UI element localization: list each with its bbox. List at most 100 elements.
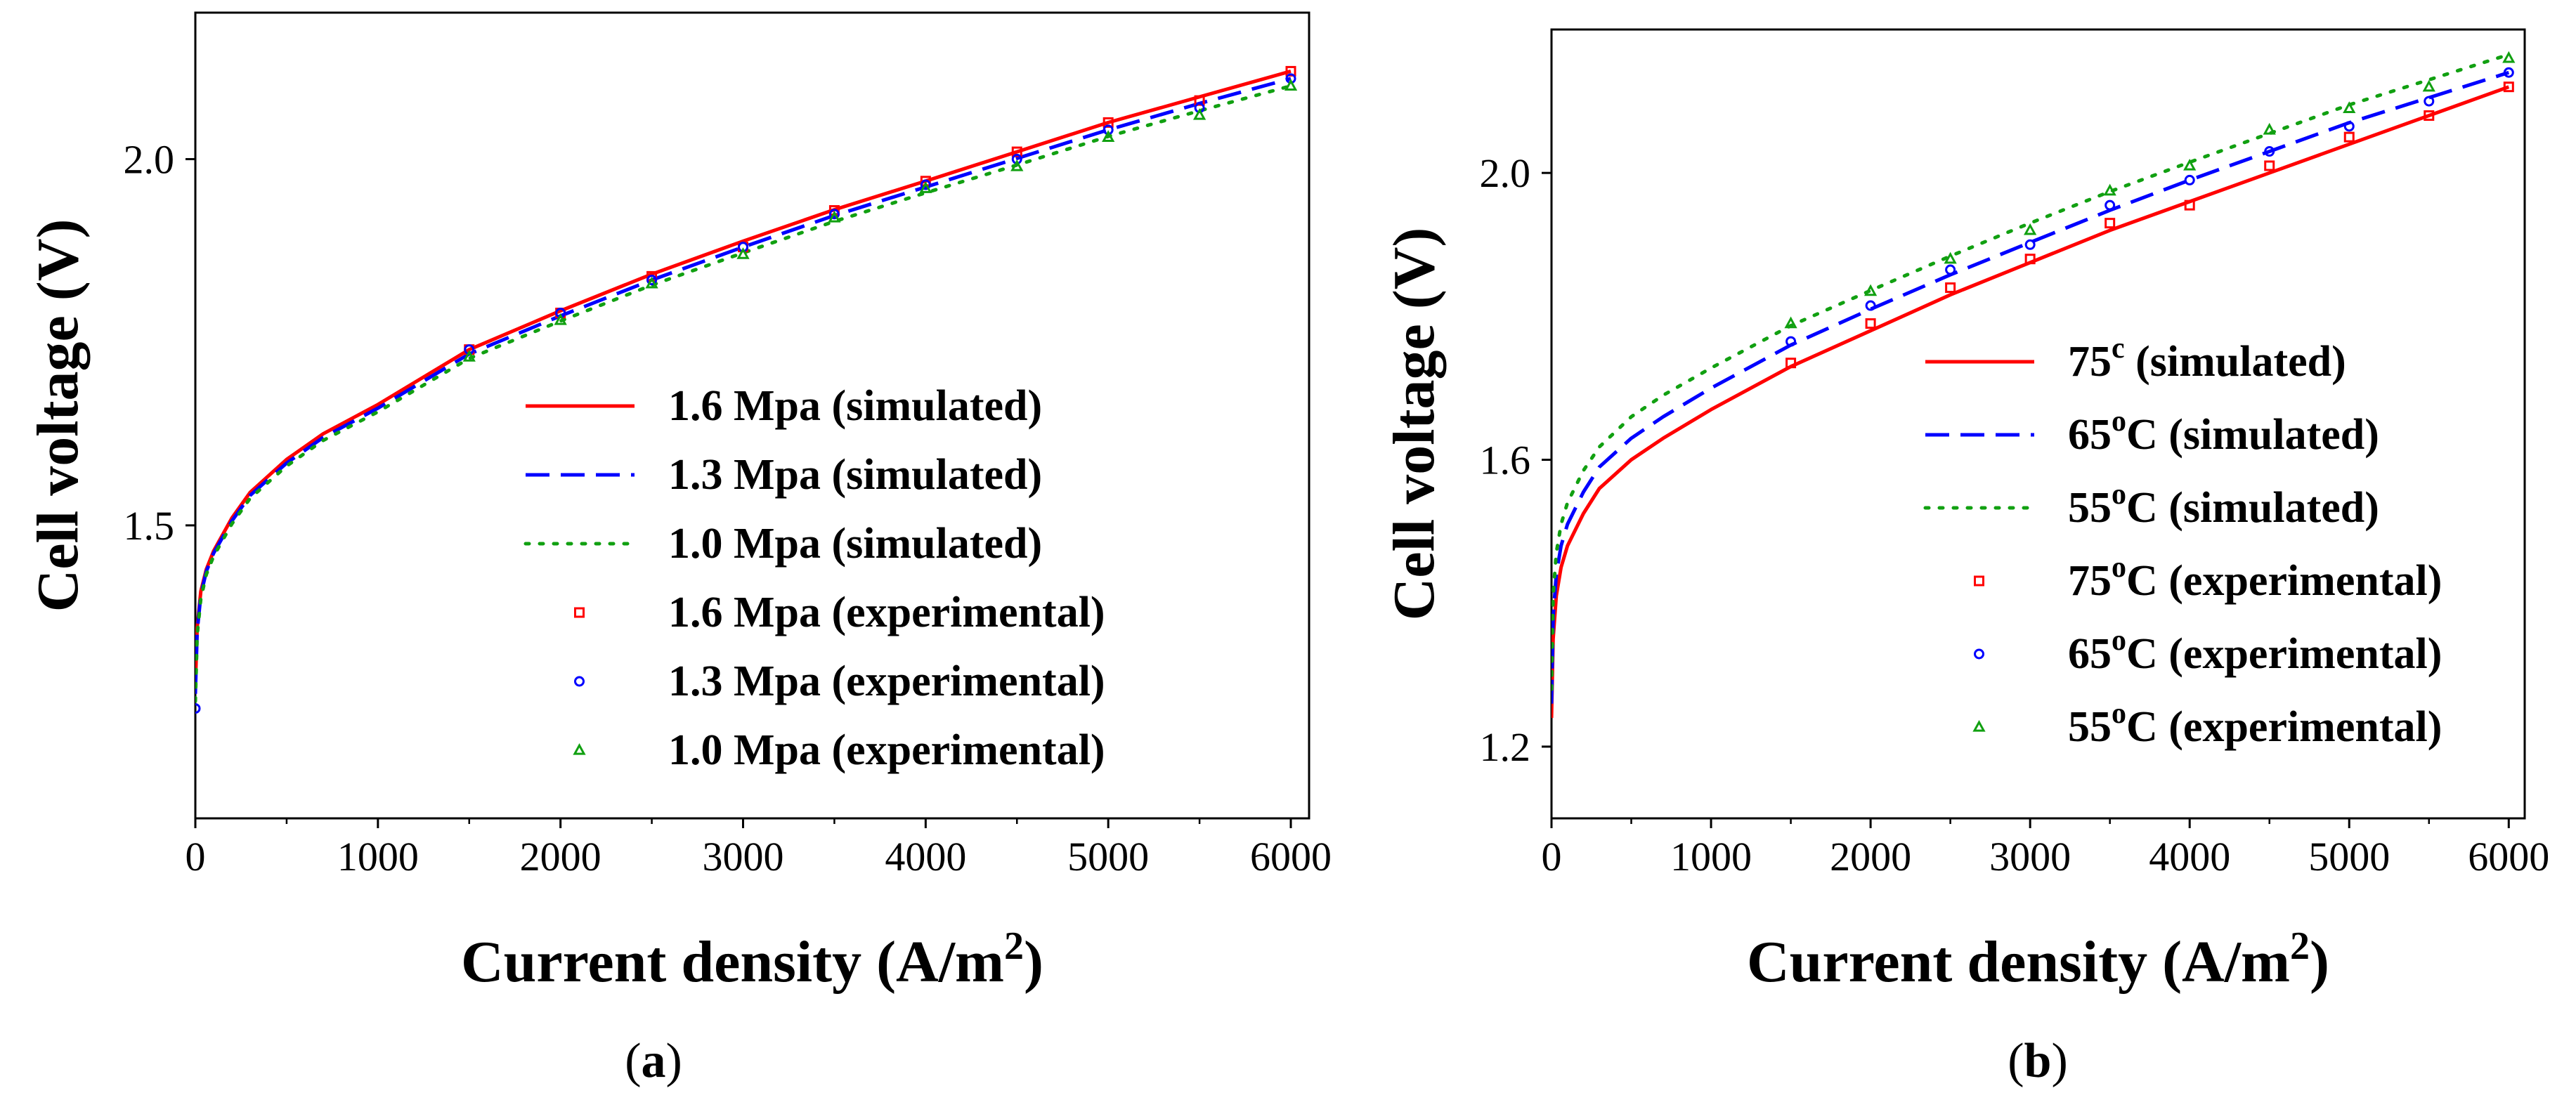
series-markers-5: [462, 79, 1298, 362]
series-line-2: [195, 84, 1293, 703]
legend: 75c (simulated) 65oC (simulated) 55oC (sim…: [1923, 332, 2442, 751]
data-point: [2024, 239, 2036, 250]
x-tick-label: 2000: [1830, 834, 1911, 879]
x-axis-title: Current density (A/m2): [461, 924, 1043, 995]
legend-swatch-marker: [1974, 575, 1984, 587]
data-point: [828, 209, 840, 220]
legend-swatch-marker: [574, 676, 585, 687]
y-axis-title: Cell voltage (V): [1381, 228, 1447, 621]
data-point: [1785, 336, 1797, 347]
y-tick-label: 2.0: [1480, 150, 1531, 196]
data-point: [1945, 282, 1956, 294]
data-point: [1010, 159, 1024, 171]
data-point: [1194, 95, 1205, 106]
legend: 1.6 Mpa (simulated) 1.3 Mpa (simulated) 1.…: [523, 382, 1105, 774]
legend-label: 1.0 Mpa (experimental): [668, 726, 1105, 774]
y-tick-label: 1.5: [124, 503, 175, 549]
data-point: [920, 179, 931, 190]
data-point: [736, 247, 750, 259]
data-point: [2105, 199, 2116, 211]
data-point: [2103, 183, 2116, 196]
x-tick-label: 5000: [1067, 834, 1149, 879]
data-point: [195, 703, 201, 714]
legend-label: 1.3 Mpa (simulated): [668, 451, 1042, 499]
series-line-2: [1552, 53, 2511, 691]
x-tick-label: 0: [186, 834, 206, 879]
data-point: [1284, 79, 1298, 91]
data-point: [1784, 316, 1797, 329]
legend-label: 55oC (simulated): [2068, 478, 2379, 532]
series-line-1: [195, 77, 1292, 694]
data-point: [2105, 218, 2116, 229]
x-tick-label: 5000: [2308, 834, 2390, 879]
x-axis-title: Current density (A/m2): [1747, 924, 2329, 995]
data-point: [2503, 81, 2514, 93]
x-tick-label: 6000: [2468, 834, 2549, 879]
data-point: [554, 313, 567, 325]
data-point: [1192, 107, 1206, 120]
x-tick-label: 1000: [1670, 834, 1752, 879]
plot-area: [195, 65, 1298, 714]
data-point: [2343, 101, 2356, 113]
data-point: [828, 210, 841, 223]
data-point: [1944, 251, 1957, 264]
legend-label: 1.0 Mpa (simulated): [668, 520, 1042, 568]
legend-label: 1.3 Mpa (experimental): [668, 657, 1105, 705]
x-tick-label: 3000: [1989, 834, 2071, 879]
plot-frame: [1550, 28, 2526, 820]
data-point: [1865, 300, 1876, 311]
data-point: [2424, 96, 2435, 107]
data-point: [2263, 122, 2276, 135]
data-point: [462, 350, 476, 362]
data-point: [2343, 131, 2355, 143]
y-tick-label: 1.6: [1480, 438, 1531, 483]
data-point: [2424, 110, 2435, 122]
y-tick-label: 2.0: [124, 137, 175, 183]
data-point: [2422, 79, 2435, 92]
data-point: [1102, 130, 1115, 142]
data-point: [2343, 121, 2355, 132]
chart-a: 0 1000 2000 3000 4000 5000 6000 1.5 2.0 Current d…: [25, 11, 1332, 1088]
x-tick-label: 3000: [703, 834, 784, 879]
data-point: [1785, 358, 1797, 369]
data-point: [919, 181, 932, 193]
series-line-1: [1552, 70, 2510, 704]
legend-label: 1.6 Mpa (simulated): [668, 382, 1042, 430]
x-tick-label: 2000: [520, 834, 601, 879]
legend-swatch-marker: [574, 607, 585, 618]
x-tick-label: 0: [1542, 834, 1562, 879]
x-tick-label: 1000: [337, 834, 419, 879]
y-axis-title: Cell voltage (V): [25, 219, 91, 613]
panel-label: (b): [2008, 1034, 2068, 1088]
data-point: [1011, 146, 1022, 157]
panel-label: (a): [625, 1034, 682, 1088]
data-point: [2502, 51, 2516, 63]
x-tick-label: 4000: [885, 834, 966, 879]
data-point: [1865, 318, 1876, 329]
legend-label: 1.6 Mpa (experimental): [668, 589, 1105, 636]
data-point: [1945, 264, 1956, 275]
chart-b: 0 1000 2000 3000 4000 5000 6000 1.2 1.6 2.0 Curren…: [1381, 28, 2549, 1088]
series-markers-5: [1784, 51, 2516, 329]
legend-label: 65oC (simulated): [2068, 405, 2379, 459]
data-point: [2024, 254, 2036, 265]
series-markers-4: [1785, 67, 2514, 347]
data-point: [2184, 174, 2195, 185]
series-line-0: [1552, 85, 2510, 719]
data-point: [1285, 65, 1296, 77]
data-point: [2503, 67, 2514, 78]
x-tick-label: 6000: [1250, 834, 1332, 879]
legend-label: 65oC (experimental): [2068, 624, 2442, 678]
data-point: [1102, 117, 1114, 128]
series-markers-3: [1785, 81, 2514, 369]
legend-swatch-marker: [573, 742, 586, 755]
legend-label: 75c (simulated): [2068, 332, 2346, 386]
legend-label: 75oC (experimental): [2068, 551, 2442, 605]
y-tick-label: 1.2: [1480, 724, 1531, 770]
data-point: [2184, 199, 2195, 211]
plot-frame: [194, 11, 1310, 820]
data-point: [646, 275, 658, 286]
data-point: [1863, 284, 1878, 296]
legend-label: 55oC (experimental): [2068, 698, 2442, 751]
